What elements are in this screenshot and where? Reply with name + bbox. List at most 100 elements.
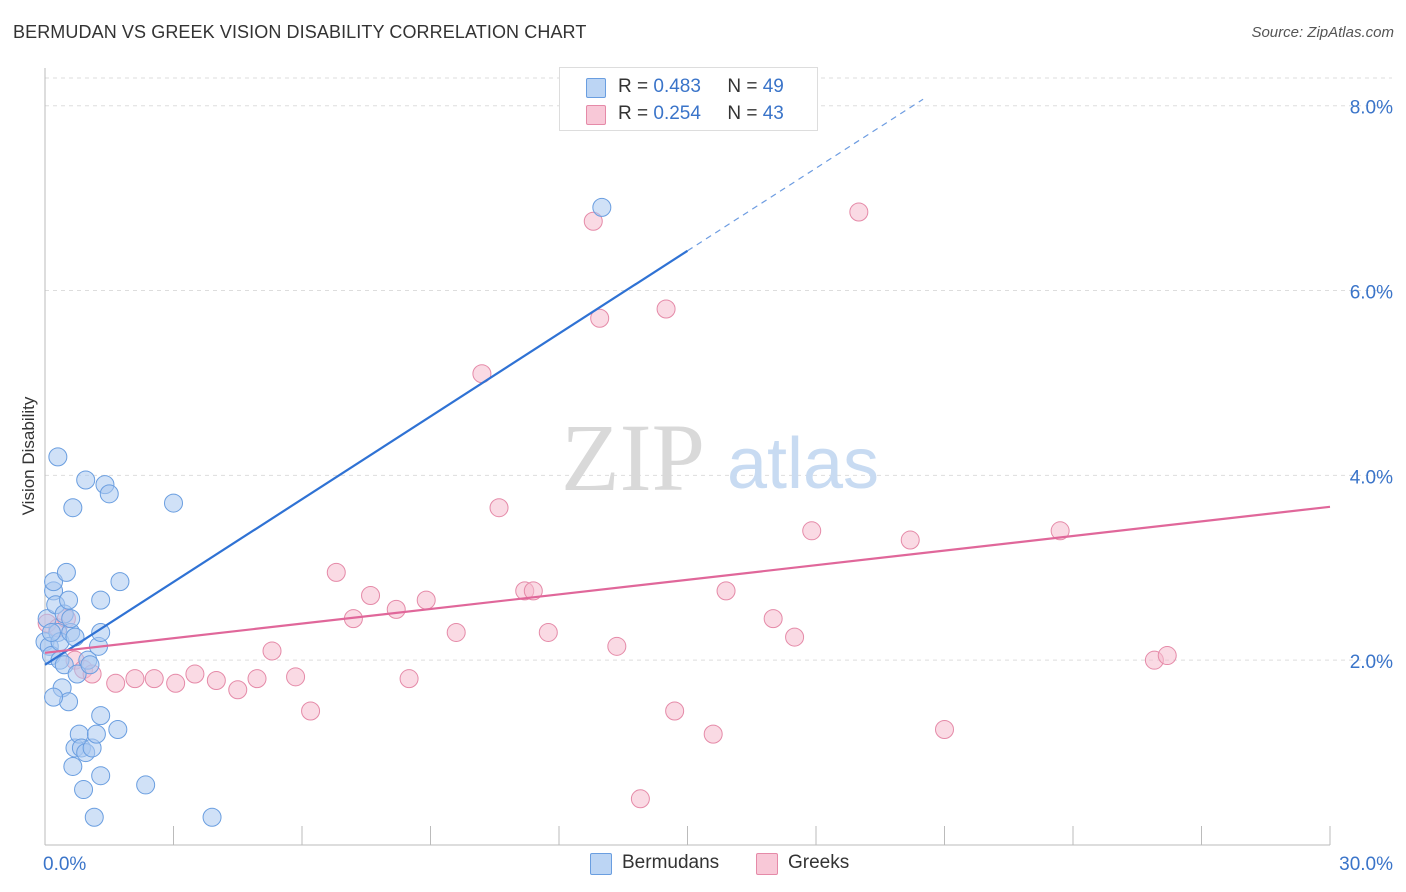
greeks-point <box>489 498 509 518</box>
axes <box>44 68 1331 846</box>
greeks-point <box>326 562 346 582</box>
bermudans-point <box>63 756 83 776</box>
greeks-point <box>206 671 226 691</box>
y-tick-label: 2.0% <box>1350 652 1393 673</box>
y-tick-label: 4.0% <box>1350 467 1393 488</box>
bermudans-point <box>91 706 111 726</box>
greeks-point <box>262 641 282 661</box>
greeks-point <box>399 669 419 689</box>
bermudans-point <box>56 562 76 582</box>
greeks-point <box>446 622 466 642</box>
greeks-trend-line <box>44 505 1331 654</box>
r-value-bermudans: 0.483 <box>653 76 701 97</box>
y-axis-label: Vision Disability <box>19 396 38 515</box>
bermudans-point <box>61 609 81 629</box>
greeks-point <box>185 664 205 684</box>
y-tick-label: 6.0% <box>1350 283 1393 304</box>
greeks-point <box>301 701 321 721</box>
greeks-point <box>785 627 805 647</box>
greeks-point <box>125 669 145 689</box>
bermudans-point <box>91 622 111 642</box>
bermudans-point <box>202 807 222 827</box>
bermudans-point <box>164 493 183 513</box>
bermudans-point <box>41 622 61 642</box>
bermudans-trend-extension <box>687 98 924 252</box>
greeks-point <box>144 669 164 689</box>
greeks-legend-swatch <box>756 853 778 875</box>
y-tick-label: 8.0% <box>1350 98 1393 119</box>
greeks-point <box>630 789 650 809</box>
greeks-point <box>1157 646 1177 666</box>
bermudans-point <box>592 197 612 217</box>
greeks-point <box>106 673 126 693</box>
greeks-swatch <box>586 105 606 125</box>
bermudans-point <box>65 627 85 647</box>
chart-title: BERMUDAN VS GREEK VISION DISABILITY CORR… <box>13 22 587 42</box>
greeks-point <box>703 724 723 744</box>
greeks-point <box>665 701 685 721</box>
bermudans-point <box>63 498 83 518</box>
greeks-point <box>386 599 406 619</box>
watermark-atlas: atlas <box>727 424 879 504</box>
bermudans-point <box>91 766 111 786</box>
greeks-point <box>849 202 869 222</box>
n-value-greeks: 43 <box>762 103 784 124</box>
greeks-point <box>716 581 736 601</box>
greeks-point <box>416 590 436 610</box>
bermudans-point <box>99 484 119 504</box>
greeks-point <box>247 669 267 689</box>
greeks-point <box>763 609 783 629</box>
bermudans-point <box>59 590 79 610</box>
greeks-point <box>656 299 676 319</box>
greeks-point <box>607 636 627 656</box>
r-value-greeks: 0.254 <box>653 103 701 124</box>
bermudans-legend-label: Bermudans <box>622 852 720 873</box>
greeks-point <box>361 585 381 605</box>
bermudans-point <box>86 724 106 744</box>
bermudans-point <box>44 687 64 707</box>
r-label: R = <box>618 76 649 97</box>
greeks-point <box>935 719 954 739</box>
r-label: R = <box>618 103 649 124</box>
bermudans-legend-swatch <box>590 853 612 875</box>
correlation-legend: R = 0.483 N = 49 R = 0.254 N = 43 <box>559 67 818 131</box>
greeks-point <box>900 530 920 550</box>
bermudans-point <box>76 470 96 490</box>
watermark-zip: ZIP <box>561 404 705 511</box>
bermudans-point <box>136 775 156 795</box>
n-label: N = <box>727 76 758 97</box>
greeks-point <box>538 622 558 642</box>
greeks-point <box>228 680 248 700</box>
tick-labels: 2.0% 4.0% 6.0% 8.0% 0.0% 30.0% <box>43 98 1393 875</box>
greeks-point <box>802 521 822 541</box>
gridlines <box>45 77 1392 661</box>
greeks-point <box>166 673 186 693</box>
bermudans-trend-line <box>44 249 689 666</box>
bermudans-point <box>84 807 104 827</box>
greeks-point <box>286 667 306 687</box>
bermudans-point <box>67 664 87 684</box>
bermudans-point <box>48 447 68 467</box>
bermudans-point <box>91 590 111 610</box>
bermudans-point <box>74 780 94 800</box>
x-tick-label: 30.0% <box>1339 854 1393 875</box>
n-label: N = <box>727 103 758 124</box>
bermudans-point <box>54 655 74 675</box>
x-tick-label: 0.0% <box>43 854 86 875</box>
watermark: ZIP atlas <box>561 404 879 511</box>
n-value-bermudans: 49 <box>762 76 784 97</box>
bermudans-point <box>110 572 130 592</box>
greeks-point <box>590 308 610 328</box>
source-label: Source: ZipAtlas.com <box>1251 24 1394 41</box>
bermudans-points <box>35 197 612 827</box>
greeks-point <box>1050 521 1070 541</box>
trend-lines <box>44 98 1331 666</box>
greeks-point <box>583 211 603 231</box>
bermudans-point <box>108 719 128 739</box>
bermudans-point <box>80 655 100 675</box>
greeks-legend-label: Greeks <box>788 852 850 873</box>
bermudans-swatch <box>586 78 606 98</box>
bermudans-point <box>44 572 64 592</box>
greeks-point <box>523 581 543 601</box>
